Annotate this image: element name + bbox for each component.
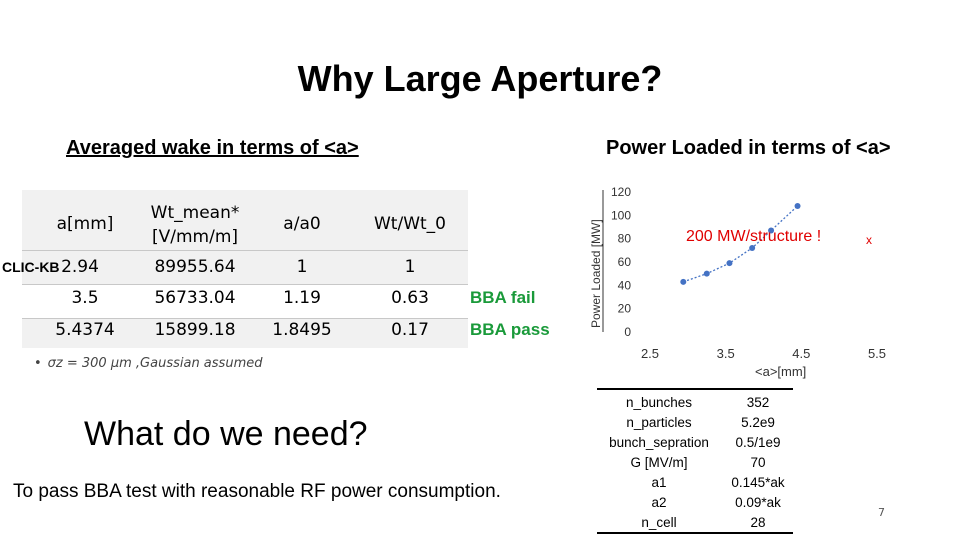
divider bbox=[22, 250, 468, 251]
header-wt-ratio: Wt/Wt_0 bbox=[374, 214, 446, 234]
x-tick-label: 2.5 bbox=[641, 346, 659, 361]
param-value: 28 bbox=[750, 515, 766, 530]
footnote-bullet: • bbox=[34, 356, 42, 371]
y-tick-label: 20 bbox=[618, 302, 632, 316]
table-row-bg bbox=[22, 318, 468, 348]
divider bbox=[22, 284, 468, 285]
bba-fail-label: BBA fail bbox=[470, 288, 536, 307]
y-tick-label: 40 bbox=[618, 278, 632, 292]
header-a-ratio: a/a0 bbox=[283, 214, 321, 234]
param-name: bunch_sepration bbox=[609, 435, 709, 450]
param-value: 0.09*ak bbox=[735, 495, 781, 510]
slide-title: Why Large Aperture? bbox=[297, 58, 663, 99]
chart-annotation: 200 MW/structure ! bbox=[686, 228, 821, 245]
footnote-text: σz = 300 μm ,Gaussian assumed bbox=[47, 356, 263, 371]
param-name: n_particles bbox=[626, 415, 692, 430]
x-tick-label: 5.5 bbox=[868, 346, 886, 361]
header-wt-unit: [V/mm/m] bbox=[151, 227, 239, 247]
table-bottom-rule bbox=[597, 532, 793, 534]
cell-wt-ratio: 1 bbox=[404, 257, 416, 277]
y-axis-label: Power Loaded [MW] bbox=[589, 219, 603, 328]
param-value: 5.2e9 bbox=[741, 415, 775, 430]
series-line bbox=[683, 205, 798, 283]
cell-a: 2.94 bbox=[61, 257, 99, 277]
x-tick-label: 4.5 bbox=[792, 346, 810, 361]
data-point bbox=[768, 227, 775, 234]
power-chart: Power Loaded [MW] 0 20 40 60 80 100 120 2.5 3.5… bbox=[589, 185, 886, 379]
table-row-bg bbox=[22, 250, 468, 284]
table-header-bg bbox=[22, 190, 468, 250]
cell-wt: 15899.18 bbox=[154, 320, 236, 340]
param-value: 0.145*ak bbox=[731, 475, 785, 490]
y-tick-label: 120 bbox=[611, 185, 631, 199]
pass-text: To pass BBA test with reasonable RF powe… bbox=[13, 481, 501, 502]
outlier-marker: x bbox=[866, 233, 872, 247]
cell-a: 5.4374 bbox=[55, 320, 115, 340]
cell-a-ratio: 1.19 bbox=[283, 288, 321, 308]
cell-wt: 56733.04 bbox=[154, 288, 236, 308]
footnote: • σz = 300 μm ,Gaussian assumed bbox=[34, 356, 262, 371]
cell-wt: 89955.64 bbox=[154, 257, 236, 277]
wake-heading: Averaged wake in terms of <a> bbox=[66, 137, 359, 159]
header-a: a[mm] bbox=[56, 214, 114, 234]
bba-pass-label: BBA pass bbox=[470, 320, 550, 339]
param-value: 352 bbox=[746, 395, 770, 410]
y-ticks: 0 20 40 60 80 100 120 bbox=[611, 185, 631, 339]
y-tick-label: 0 bbox=[624, 325, 631, 339]
cell-a-ratio: 1 bbox=[296, 257, 308, 277]
x-axis-label: <a>[mm] bbox=[755, 364, 806, 379]
y-tick-label: 80 bbox=[618, 232, 632, 246]
param-name: a2 bbox=[651, 495, 667, 510]
param-value: 70 bbox=[750, 455, 766, 470]
divider bbox=[22, 318, 468, 319]
y-tick-label: 100 bbox=[611, 208, 631, 222]
data-point bbox=[726, 260, 733, 267]
param-name: G [MV/m] bbox=[630, 455, 688, 470]
cell-a: 3.5 bbox=[71, 288, 99, 308]
cell-wt-ratio: 0.63 bbox=[391, 288, 429, 308]
x-tick-label: 3.5 bbox=[717, 346, 735, 361]
param-value: 0.5/1e9 bbox=[735, 435, 781, 450]
series-group bbox=[680, 203, 801, 285]
header-wt-mean: Wt_mean* bbox=[150, 203, 240, 223]
param-name: n_bunches bbox=[625, 395, 693, 410]
table-top-rule bbox=[597, 388, 793, 390]
cell-wt-ratio: 0.17 bbox=[391, 320, 429, 340]
data-point bbox=[680, 278, 687, 285]
need-heading: What do we need? bbox=[84, 415, 368, 453]
param-name: a1 bbox=[651, 475, 667, 490]
data-point bbox=[794, 203, 801, 209]
x-ticks: 2.5 3.5 4.5 5.5 bbox=[641, 346, 886, 361]
param-name: n_cell bbox=[641, 515, 677, 530]
row-label-clic-kb: CLIC-KB bbox=[2, 259, 60, 275]
power-heading: Power Loaded in terms of <a> bbox=[606, 137, 891, 159]
data-point bbox=[703, 270, 710, 277]
y-tick-label: 60 bbox=[618, 255, 632, 269]
data-point bbox=[749, 245, 756, 251]
page-number: 7 bbox=[878, 506, 885, 519]
cell-a-ratio: 1.8495 bbox=[272, 320, 332, 340]
